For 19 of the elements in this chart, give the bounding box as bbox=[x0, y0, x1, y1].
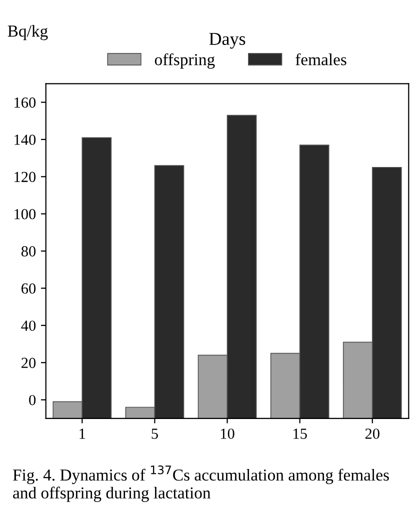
y-tick-label: 0 bbox=[29, 394, 36, 406]
y-tick-label: 40 bbox=[21, 320, 36, 331]
x-axis-title: Days bbox=[209, 32, 246, 49]
x-tick-label: 15 bbox=[294, 428, 307, 439]
y-tick-label: 100 bbox=[14, 208, 36, 220]
legend-label: offspring bbox=[154, 53, 215, 69]
y-tick-label: 20 bbox=[22, 358, 36, 368]
x-tick-label: 10 bbox=[220, 428, 234, 439]
x-tick-label: 1 bbox=[80, 428, 86, 439]
y-axis-title: Bq/kg bbox=[8, 25, 48, 40]
y-tick-label: 140 bbox=[14, 134, 36, 145]
y-tick-label: 60 bbox=[22, 283, 36, 294]
y-tick-label: 80 bbox=[21, 246, 36, 256]
y-tick-label: 120 bbox=[14, 172, 36, 182]
y-tick-label: 160 bbox=[14, 97, 36, 108]
legend-label: females bbox=[296, 53, 346, 66]
x-tick-label: 5 bbox=[152, 428, 158, 439]
x-tick-label: 20 bbox=[365, 428, 380, 439]
caption: Fig. 4. Dynamics of $^{137}$Cs accumulation among females and offspring during lactation bbox=[12, 465, 389, 502]
